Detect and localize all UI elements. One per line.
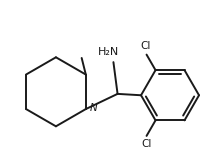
Text: Cl: Cl — [141, 139, 152, 149]
Text: H₂N: H₂N — [98, 47, 119, 57]
Text: N: N — [89, 103, 97, 113]
Text: Cl: Cl — [140, 41, 150, 51]
